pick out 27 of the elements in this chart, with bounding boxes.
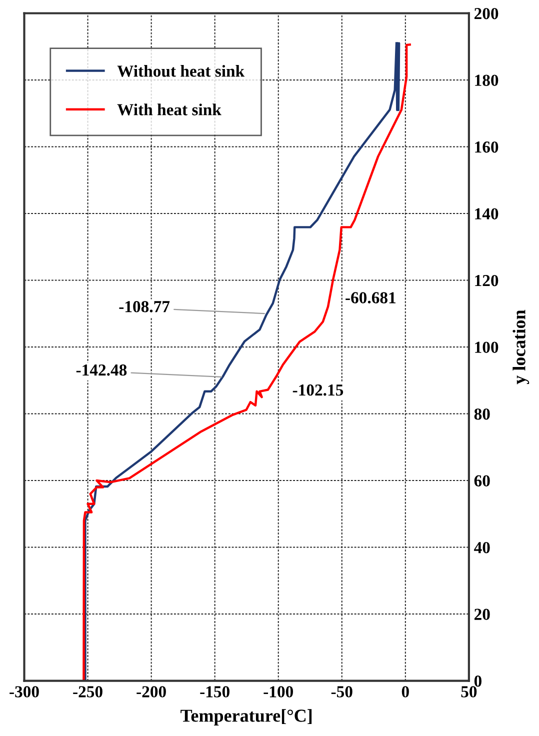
annotation: -60.681 [346,292,396,304]
y-tick-label: 140 [475,208,498,220]
y-tick-label: 80 [474,408,490,420]
x-tick-label: -200 [136,686,166,698]
y-tick-label: 40 [474,542,490,554]
y-tick-label: 120 [475,274,498,286]
annotation: -102.15 [292,384,344,396]
y-tick-label: 60 [474,475,490,486]
legend-label: Without heat sink [117,65,245,77]
x-tick-label: -300 [10,686,39,698]
x-tick-label: -100 [264,686,293,698]
annotation: -108.77 [119,301,170,312]
x-tick-label: -150 [200,686,230,698]
y-tick-label: 0 [474,676,482,687]
annotation: -142.48 [76,364,127,376]
x-axis-title: Temperature[°C] [180,709,312,726]
y-tick-label: 200 [474,8,498,20]
x-tick-label: 0 [402,686,409,698]
y-tick-label: 100 [475,342,498,353]
legend-label: With heat sink [117,104,222,116]
y-axis-title: y location [512,310,530,384]
y-tick-label: 20 [474,608,490,620]
x-tick-label: 50 [461,686,477,698]
x-tick-label: -50 [331,686,352,698]
y-tick-label: 160 [475,141,498,153]
x-tick-label: -250 [73,686,102,698]
y-tick-label: 180 [475,74,498,86]
